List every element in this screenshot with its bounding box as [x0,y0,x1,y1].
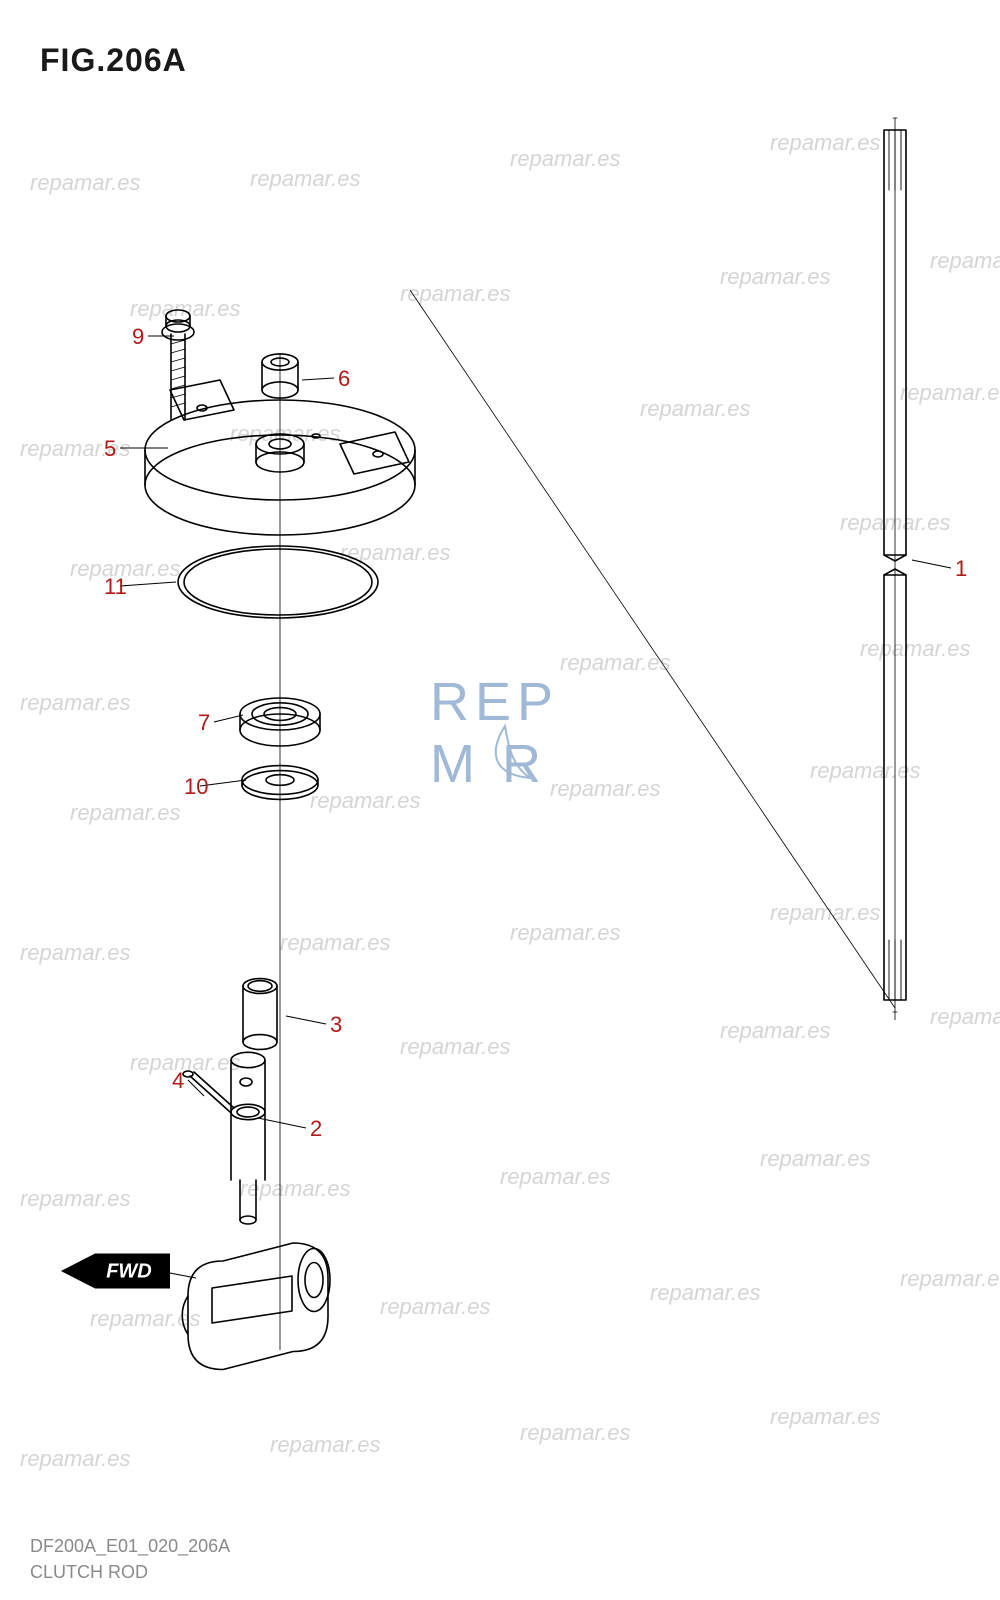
diagram-canvas: { "figure": { "title": "FIG.206A", "titl… [0,0,1000,1600]
svg-text:FWD: FWD [106,1261,152,1283]
figure-subtitle: CLUTCH ROD [30,1562,148,1583]
figure-code: DF200A_E01_020_206A [30,1536,230,1557]
exploded-view-drawing [0,0,1000,1600]
